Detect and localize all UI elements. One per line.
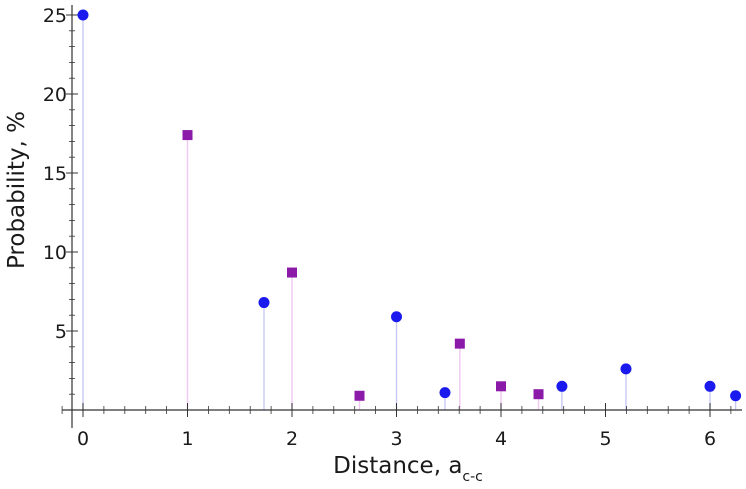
data-point-circle (439, 387, 451, 399)
y-tick-label: 25 (43, 5, 67, 27)
y-axis-title: Probability, % (4, 111, 30, 269)
x-axis-title-text: Distance, a (333, 453, 462, 479)
data-point-square (533, 389, 544, 400)
data-point-square (354, 390, 365, 401)
x-tick-label: 4 (495, 428, 507, 450)
data-point-circle (620, 363, 632, 375)
x-axis-title: Distance, ac-c (333, 453, 483, 485)
y-tick-label: 10 (43, 242, 67, 264)
data-point-square (454, 338, 465, 349)
data-point-circle (258, 297, 270, 309)
data-point-circle (77, 9, 89, 21)
x-tick-label: 1 (181, 428, 193, 450)
x-tick-label: 0 (77, 428, 89, 450)
y-tick-label: 15 (43, 163, 67, 185)
stem-lines (82, 15, 737, 410)
data-point-circle (730, 390, 742, 402)
data-point-circle (556, 380, 568, 392)
y-tick-label: 20 (43, 84, 67, 106)
data-point-circle (391, 311, 402, 323)
data-point-square (496, 381, 506, 392)
data-point-square (182, 130, 193, 141)
x-tick-label: 3 (390, 428, 402, 450)
x-tick-label: 5 (599, 428, 611, 450)
ticks: 0 1 2 3 4 5 6 5 10 15 20 25 (43, 5, 732, 450)
data-point-square (287, 267, 297, 278)
x-tick-label: 6 (704, 428, 716, 450)
x-axis-title-subscript: c-c (462, 469, 482, 485)
data-markers (77, 9, 742, 402)
y-tick-label: 5 (55, 321, 67, 343)
axes (62, 5, 742, 428)
x-tick-label: 2 (286, 428, 298, 450)
data-point-circle (704, 380, 716, 392)
